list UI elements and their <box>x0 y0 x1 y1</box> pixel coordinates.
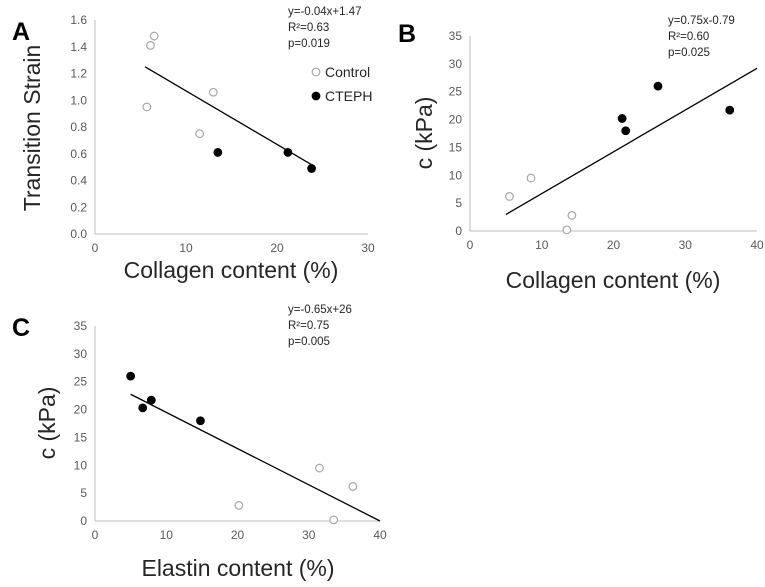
y-tick-label: 0.0 <box>70 227 87 241</box>
y-tick-label: 0 <box>455 224 462 238</box>
y-tick-label: 0.8 <box>70 120 87 134</box>
y-tick-label: 35 <box>449 29 463 43</box>
x-tick-label: 40 <box>750 238 764 252</box>
x-tick-label: 20 <box>607 238 621 252</box>
trendline <box>144 66 312 166</box>
cteph-point <box>283 148 293 157</box>
cteph-point <box>196 416 205 426</box>
control-point <box>567 210 577 220</box>
regression-annotation: p=0.019 <box>288 38 330 50</box>
control-point <box>329 515 339 525</box>
x-tick-label: 40 <box>373 528 387 542</box>
regression-annotation: p=0.005 <box>288 336 330 348</box>
y-tick-label: 1.4 <box>70 40 87 54</box>
x-tick-label: 30 <box>679 238 693 252</box>
y-tick-label: 25 <box>449 85 463 99</box>
y-tick-label: 1.2 <box>70 67 87 81</box>
x-tick-label: 20 <box>231 528 245 542</box>
x-axis-title: Collagen content (%) <box>506 267 721 293</box>
panel-letter: C <box>12 314 30 342</box>
regression-annotation: y=-0.04x+1.47 <box>288 6 362 18</box>
regression-annotation: R²=0.75 <box>288 320 329 332</box>
x-tick-label: 20 <box>270 241 284 255</box>
y-axis-title: c (kPa) <box>34 387 60 460</box>
cteph-point <box>213 148 223 157</box>
regression-annotation: p=0.025 <box>668 47 710 59</box>
y-tick-label: 35 <box>74 319 88 333</box>
y-tick-label: 5 <box>80 486 87 500</box>
y-tick-label: 30 <box>74 347 88 361</box>
y-tick-label: 5 <box>455 196 462 210</box>
legend-marker-cteph <box>311 91 321 101</box>
control-point <box>149 31 159 41</box>
control-point <box>348 482 358 491</box>
control-point <box>562 225 572 235</box>
cteph-point <box>138 403 148 413</box>
x-tick-label: 0 <box>92 241 99 255</box>
legend-marker-control <box>311 67 321 77</box>
y-tick-label: 0 <box>80 514 87 528</box>
y-tick-label: 15 <box>449 140 463 154</box>
y-tick-label: 1.6 <box>70 13 87 27</box>
y-tick-label: 1.0 <box>70 93 87 107</box>
x-tick-label: 0 <box>467 238 474 252</box>
control-point <box>195 129 205 139</box>
legend-label: CTEPH <box>325 88 372 104</box>
control-point <box>142 102 152 112</box>
cteph-point <box>725 105 735 115</box>
y-tick-label: 0.4 <box>70 174 87 188</box>
control-point <box>505 192 514 201</box>
control-point <box>315 463 324 473</box>
y-axis-title: Transition Strain <box>19 45 45 212</box>
x-tick-label: 10 <box>535 238 549 252</box>
x-tick-label: 0 <box>92 528 99 542</box>
y-tick-label: 20 <box>449 113 463 127</box>
regression-annotation: y=0.75x-0.79 <box>668 15 735 27</box>
regression-annotation: y=-0.65x+26 <box>288 304 352 316</box>
y-tick-label: 30 <box>449 57 463 71</box>
x-tick-label: 30 <box>302 528 316 542</box>
cteph-point <box>307 164 316 173</box>
regression-annotation: R²=0.63 <box>288 22 329 34</box>
control-point <box>526 173 536 183</box>
y-axis-title: c (kPa) <box>411 97 437 170</box>
panel-letter: A <box>12 18 30 46</box>
cteph-point <box>126 371 136 381</box>
cteph-point <box>653 81 663 91</box>
legend-label: Control <box>325 64 370 80</box>
control-point <box>234 501 244 510</box>
cteph-point <box>617 114 627 123</box>
control-point <box>146 41 155 50</box>
trendline <box>505 67 758 216</box>
y-tick-label: 25 <box>74 375 88 389</box>
control-point <box>208 87 218 97</box>
regression-annotation: R²=0.60 <box>668 31 709 43</box>
trendline <box>130 393 381 522</box>
cteph-point <box>146 395 156 405</box>
cteph-point <box>621 126 631 136</box>
panel-letter: B <box>398 20 416 48</box>
y-tick-label: 15 <box>74 430 88 444</box>
y-tick-label: 10 <box>74 458 88 472</box>
x-axis-title: Collagen content (%) <box>124 257 339 283</box>
chart-panel-b: 0 5 10 15 20 25 30 35 0 10 20 30 40 Collagen content … <box>398 15 764 293</box>
chart-panel-a: 0.0 0.2 0.4 0.6 0.8 1.0 1.2 1.4 1.6 0 10 20 30 Collag… <box>12 6 375 283</box>
y-tick-label: 0.6 <box>70 147 87 161</box>
x-tick-label: 30 <box>361 241 375 255</box>
x-tick-label: 10 <box>179 241 193 255</box>
chart-panel-c: 0 5 10 15 20 25 30 35 0 10 20 30 40 Elastin content (… <box>12 304 387 581</box>
x-axis-title: Elastin content (%) <box>141 555 334 581</box>
y-tick-label: 0.2 <box>70 200 87 214</box>
x-tick-label: 10 <box>160 528 174 542</box>
y-tick-label: 10 <box>449 168 463 182</box>
y-tick-label: 20 <box>74 403 88 417</box>
